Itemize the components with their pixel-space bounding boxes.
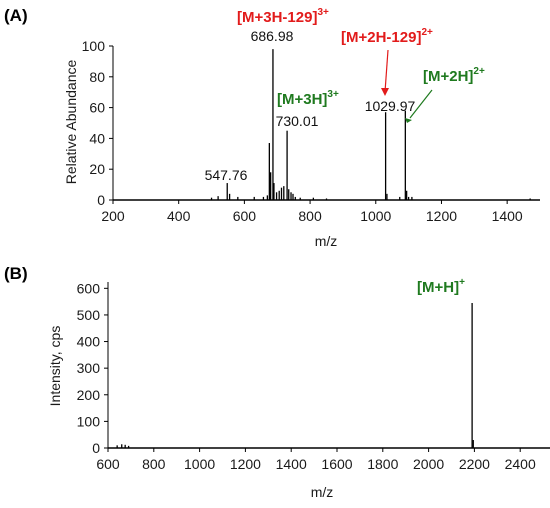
panel-b-y-ticks: 0 100 200 300 400 500 600 bbox=[77, 280, 108, 456]
panel-a-label: (A) bbox=[4, 6, 28, 25]
panel-a: (A) 0 20 40 60 80 100 200 400 600 800 1000 1200 140… bbox=[4, 6, 540, 249]
panel-a-x-tick-label: 800 bbox=[298, 208, 322, 224]
panel-a-x-tick-label: 1400 bbox=[492, 208, 523, 224]
panel-a-y-tick-label: 60 bbox=[89, 100, 105, 116]
ion-label-mh: [M+H]+ bbox=[417, 277, 465, 296]
panel-a-y-tick-label: 40 bbox=[89, 130, 105, 146]
panel-a-x-tick-label: 1000 bbox=[360, 208, 391, 224]
peak-label-1029: 1029.97 bbox=[365, 98, 416, 114]
panel-b-y-tick-label: 200 bbox=[77, 387, 101, 403]
panel-b-y-tick-label: 500 bbox=[77, 307, 101, 323]
panel-a-y-tick-label: 80 bbox=[89, 69, 105, 85]
panel-b-spectrum bbox=[108, 302, 550, 449]
panel-b-x-tick-label: 1200 bbox=[230, 456, 261, 472]
panel-b-x-tick-label: 1000 bbox=[184, 456, 215, 472]
panel-b-y-tick-label: 100 bbox=[77, 413, 101, 429]
panel-b-x-tick-label: 600 bbox=[96, 456, 120, 472]
panel-a-y-tick-label: 100 bbox=[82, 38, 106, 54]
panel-a-x-tick-label: 1200 bbox=[426, 208, 457, 224]
panel-b-x-ticks: 600 800 1000 1200 1400 1600 1800 2000 2200 2400 bbox=[96, 448, 536, 472]
panel-a-x-tick-label: 400 bbox=[167, 208, 191, 224]
panel-b-x-tick-label: 1400 bbox=[276, 456, 307, 472]
panel-b-x-label: m/z bbox=[311, 484, 334, 500]
peak-label-730: 730.01 bbox=[276, 113, 319, 129]
peak-label-686: 686.98 bbox=[251, 28, 294, 44]
panel-a-x-tick-label: 600 bbox=[233, 208, 257, 224]
panel-b-x-tick-label: 800 bbox=[142, 456, 166, 472]
panel-a-x-ticks: 200 400 600 800 1000 1200 1400 bbox=[101, 200, 523, 224]
panel-b-label: (B) bbox=[4, 264, 28, 283]
panel-b-x-tick-label: 2000 bbox=[413, 456, 444, 472]
arrow-red bbox=[384, 49, 389, 93]
panel-b-y-tick-label: 600 bbox=[77, 280, 101, 296]
panel-a-y-tick-label: 0 bbox=[97, 192, 105, 208]
panel-b-x-tick-label: 2400 bbox=[505, 456, 536, 472]
arrow-green-head bbox=[405, 118, 412, 123]
panel-b: (B) 0 100 200 300 400 500 600 600 800 1000 1200 14… bbox=[4, 264, 550, 500]
arrow-green bbox=[409, 89, 433, 119]
panel-b-y-tick-label: 300 bbox=[77, 360, 101, 376]
panel-b-y-tick-label: 400 bbox=[77, 334, 101, 350]
panel-a-y-label: Relative Abundance bbox=[63, 60, 79, 185]
panel-a-x-tick-label: 200 bbox=[101, 208, 125, 224]
panel-a-y-tick-label: 20 bbox=[89, 161, 105, 177]
panel-b-x-tick-label: 1800 bbox=[367, 456, 398, 472]
ion-label-m3h-129: [M+3H-129]3+ bbox=[237, 7, 329, 26]
arrow-red-head bbox=[381, 88, 389, 96]
panel-b-x-tick-label: 1600 bbox=[321, 456, 352, 472]
panel-a-spectrum bbox=[113, 49, 540, 201]
peak-label-547: 547.76 bbox=[205, 167, 248, 183]
panel-a-x-label: m/z bbox=[315, 233, 338, 249]
ion-label-m3h: [M+3H]3+ bbox=[277, 89, 339, 108]
ion-label-m2h: [M+2H]2+ bbox=[423, 66, 485, 85]
panel-a-y-ticks: 0 20 40 60 80 100 bbox=[82, 38, 113, 208]
panel-b-x-tick-label: 2200 bbox=[459, 456, 490, 472]
ion-label-m2h-129: [M+2H-129]2+ bbox=[341, 27, 433, 46]
panel-b-y-label: Intensity, cps bbox=[47, 326, 63, 407]
panel-b-y-tick-label: 0 bbox=[92, 440, 100, 456]
